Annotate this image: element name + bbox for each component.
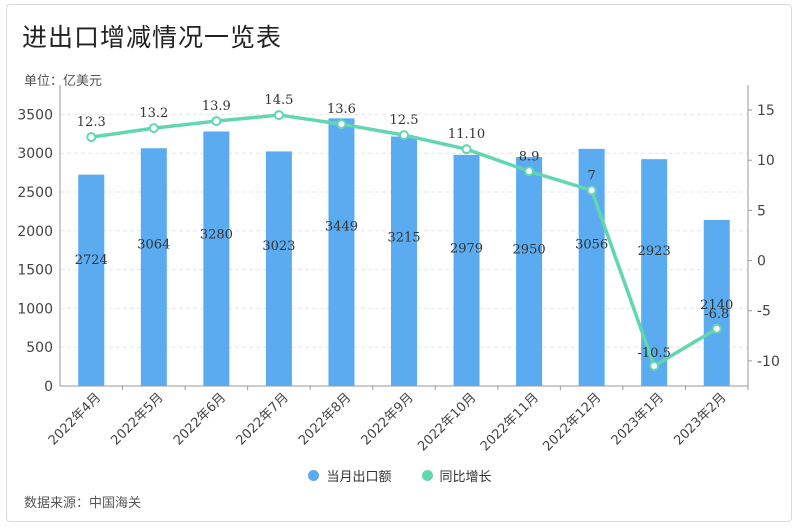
x-tick-label: 2022年5月 [108, 390, 166, 448]
unit-label: 单位：亿美元 [24, 74, 103, 89]
data-source: 数据来源：中国海关 [24, 496, 142, 511]
bar-value-label: 3056 [575, 238, 608, 253]
x-tick-label: 2022年12月 [540, 390, 604, 454]
growth-point [273, 110, 284, 121]
growth-value-label: -6.8 [704, 307, 729, 322]
legend-bar-swatch [308, 470, 320, 481]
growth-point [148, 123, 159, 134]
y-right-tick-label: 0 [757, 254, 766, 270]
y-left-tick-label: 3000 [17, 146, 53, 162]
bar [140, 148, 167, 386]
chart-frame [6, 4, 792, 522]
x-tick-label: 2023年1月 [609, 390, 667, 448]
y-left-tick-label: 3500 [17, 107, 53, 123]
growth-value-label: 13.9 [202, 99, 231, 114]
growth-point [211, 116, 222, 127]
chart-title: 进出口增减情况一览表 [22, 23, 283, 52]
y-left-tick-label: 1000 [17, 301, 53, 317]
legend-item-export[interactable]: 当月出口额 [308, 466, 392, 485]
y-left-tick-label: 500 [26, 340, 53, 356]
x-tick-label: 2022年6月 [171, 390, 229, 448]
bar-value-label: 2140 [700, 298, 733, 313]
x-tick-label: 2022年4月 [46, 390, 104, 448]
y-right-tick-label: 5 [757, 203, 766, 219]
y-left-tick-label: 0 [44, 379, 53, 395]
growth-point [586, 185, 597, 196]
y-right-tick-label: 10 [757, 153, 775, 169]
legend-label-export: 当月出口额 [326, 470, 392, 485]
bar [703, 219, 730, 386]
growth-value-label: 12.3 [77, 115, 106, 130]
y-left-tick-label: 1500 [17, 263, 53, 279]
growth-value-label: 8.9 [519, 149, 540, 164]
x-tick-label: 2022年10月 [415, 390, 479, 454]
y-left-tick-label: 2000 [17, 224, 53, 240]
bar [203, 131, 230, 386]
growth-value-label: 11.10 [448, 127, 485, 142]
bar [641, 159, 668, 386]
y-right-tick-label: -10 [757, 354, 780, 370]
growth-point [649, 360, 660, 371]
x-tick-label: 2022年9月 [359, 390, 417, 448]
growth-point [86, 132, 97, 143]
growth-value-label: 12.5 [390, 113, 419, 128]
bar [78, 174, 105, 386]
x-tick-label: 2022年8月 [296, 390, 354, 448]
growth-value-label: 13.2 [139, 106, 168, 121]
bar [578, 148, 605, 386]
growth-value-label: -10.5 [638, 346, 671, 361]
growth-point [399, 130, 409, 141]
bar-value-label: 2923 [638, 244, 671, 259]
legend-line-swatch [421, 470, 433, 481]
bar [265, 151, 292, 386]
chart-legend: 当月出口额 同比增长 [0, 466, 800, 485]
growth-point [524, 166, 535, 177]
bar [328, 118, 355, 386]
x-tick-label: 2022年7月 [234, 390, 292, 448]
bar-value-label: 3215 [387, 230, 420, 245]
bar [391, 136, 417, 386]
growth-value-label: 13.6 [327, 102, 356, 117]
growth-value-label: 14.5 [264, 93, 293, 108]
x-tick-label: 2023年2月 [671, 390, 729, 448]
x-tick-label: 2022年11月 [478, 390, 542, 454]
growth-value-label: 7 [587, 168, 595, 183]
bar-value-label: 2979 [450, 241, 483, 256]
legend-item-growth[interactable]: 同比增长 [421, 466, 492, 485]
y-right-tick-label: 15 [757, 103, 775, 119]
bar-value-label: 3023 [262, 239, 295, 254]
bar-value-label: 2724 [75, 253, 108, 268]
growth-point [711, 323, 722, 334]
bar-value-label: 3449 [325, 219, 358, 234]
legend-label-growth: 同比增长 [439, 470, 492, 485]
bar [453, 154, 480, 386]
growth-point [336, 119, 347, 130]
y-right-tick-label: -5 [757, 304, 771, 320]
bar-value-label: 2950 [513, 243, 546, 258]
bar [516, 157, 543, 386]
bar-value-label: 3064 [137, 237, 170, 252]
bar-value-label: 3280 [200, 227, 233, 242]
y-left-tick-label: 2500 [17, 185, 53, 201]
growth-point [461, 144, 472, 155]
